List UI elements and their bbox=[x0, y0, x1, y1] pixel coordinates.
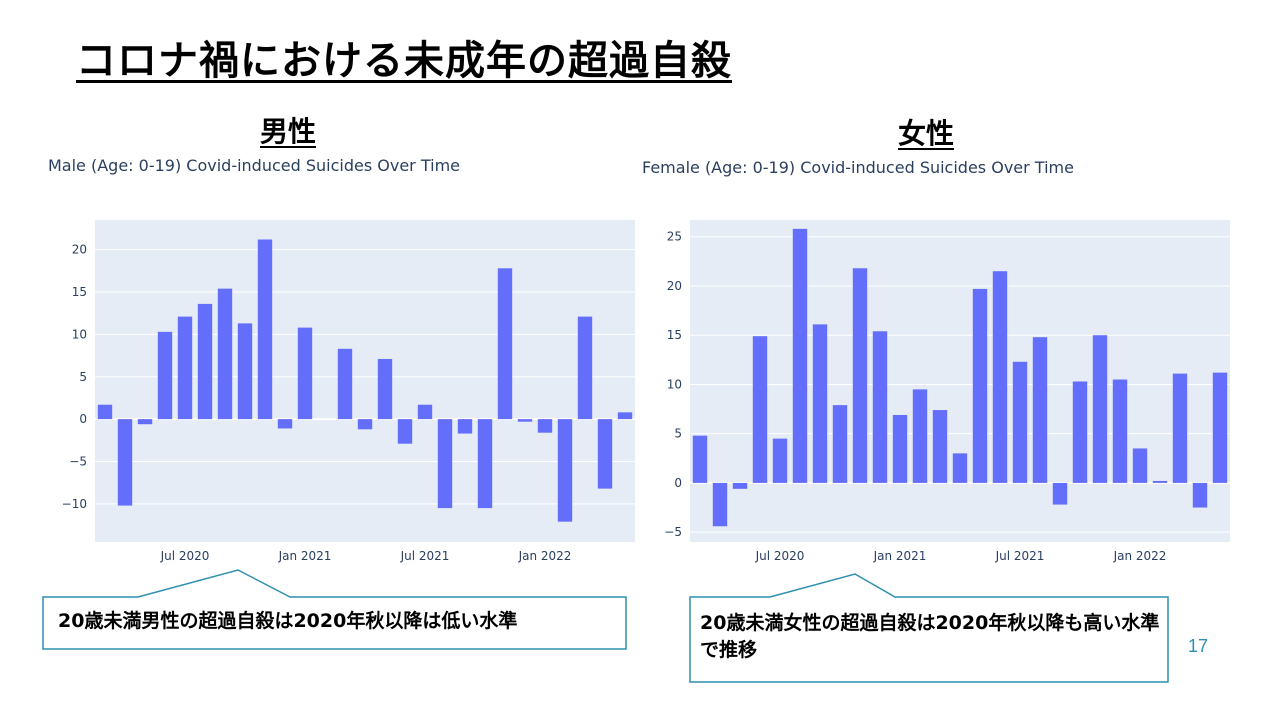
female-bar bbox=[1052, 482, 1068, 505]
male-y-tick-label: 20 bbox=[72, 243, 87, 257]
female-bar bbox=[892, 414, 908, 483]
female-bar bbox=[1012, 361, 1028, 483]
female-y-tick-label: 15 bbox=[667, 328, 682, 342]
female-bar bbox=[992, 271, 1008, 483]
female-bar bbox=[1072, 381, 1088, 483]
female-bar bbox=[1092, 335, 1108, 483]
female-heading: 女性 bbox=[898, 117, 955, 150]
male-chart-title: Male (Age: 0-19) Covid-induced Suicides … bbox=[48, 156, 460, 175]
female-bar bbox=[772, 438, 788, 483]
male-bar bbox=[277, 419, 293, 429]
male-bar bbox=[477, 419, 493, 509]
male-bar bbox=[177, 316, 193, 420]
female-bar bbox=[1152, 480, 1168, 483]
male-bar bbox=[617, 412, 633, 420]
male-y-tick-label: −10 bbox=[62, 497, 87, 511]
male-y-tick-label: 15 bbox=[72, 285, 87, 299]
female-bar bbox=[872, 331, 888, 483]
female-callout: 20歳未満女性の超過自殺は2020年秋以降も高い水準で推移 bbox=[700, 612, 1160, 661]
male-bar bbox=[197, 303, 213, 420]
female-x-tick-label: Jan 2022 bbox=[1113, 549, 1167, 563]
female-bar bbox=[852, 268, 868, 483]
female-bar bbox=[1032, 337, 1048, 483]
male-bar bbox=[377, 358, 393, 420]
female-bar bbox=[912, 389, 928, 483]
male-bar bbox=[157, 331, 173, 420]
female-bar bbox=[1112, 379, 1128, 483]
female-bar bbox=[1132, 448, 1148, 483]
female-callout-frame bbox=[689, 573, 1169, 683]
female-bar bbox=[752, 336, 768, 483]
male-y-tick-label: 0 bbox=[79, 412, 87, 426]
male-bar bbox=[237, 323, 253, 420]
female-bar bbox=[712, 482, 728, 527]
male-bar bbox=[137, 419, 153, 425]
female-bar bbox=[692, 435, 708, 483]
male-bar bbox=[217, 288, 233, 420]
female-x-tick-label: Jul 2020 bbox=[755, 549, 805, 563]
male-x-tick-label: Jan 2022 bbox=[518, 549, 572, 563]
male-bar bbox=[537, 419, 553, 433]
male-bar bbox=[437, 419, 453, 509]
male-heading: 男性 bbox=[260, 115, 317, 148]
male-bar bbox=[557, 419, 573, 522]
male-y-tick-label: −5 bbox=[69, 455, 87, 469]
male-callout: 20歳未満男性の超過自殺は2020年秋以降は低い水準 bbox=[58, 610, 518, 632]
male-x-tick-label: Jul 2020 bbox=[160, 549, 210, 563]
male-bar bbox=[597, 419, 613, 489]
male-callout-frame bbox=[42, 569, 627, 650]
female-x-tick-label: Jul 2021 bbox=[995, 549, 1045, 563]
male-bar-chart: 20 15 10 5 0 −5 −10 Jul 2020 Jan 2021 Jul 2021 Jan… bbox=[62, 220, 635, 563]
male-bar bbox=[257, 239, 273, 420]
male-bar bbox=[297, 327, 313, 420]
female-y-tick-label: 20 bbox=[667, 279, 682, 293]
female-plot-area bbox=[690, 220, 1230, 542]
male-bar bbox=[117, 419, 133, 506]
female-y-tick-label: −5 bbox=[664, 525, 682, 539]
male-bar bbox=[457, 419, 473, 434]
male-bar bbox=[397, 419, 413, 444]
female-chart-title: Female (Age: 0-19) Covid-induced Suicide… bbox=[642, 158, 1074, 177]
female-bar bbox=[1192, 482, 1208, 508]
male-y-tick-label: 10 bbox=[72, 327, 87, 341]
male-bar bbox=[517, 419, 533, 422]
female-bar bbox=[1212, 372, 1228, 483]
female-bar-chart: 25 20 15 10 5 0 −5 Jul 2020 Jan 2021 Jul 2021 Jan … bbox=[664, 220, 1230, 563]
female-y-tick-label: 0 bbox=[674, 476, 682, 490]
slide-title: コロナ禍における未成年の超過自殺 bbox=[76, 38, 732, 84]
male-bar bbox=[497, 268, 513, 420]
female-x-tick-label: Jan 2021 bbox=[873, 549, 927, 563]
male-x-tick-label: Jan 2021 bbox=[278, 549, 332, 563]
female-bar bbox=[952, 453, 968, 483]
female-y-tick-label: 10 bbox=[667, 377, 682, 391]
male-bar bbox=[577, 316, 593, 420]
female-bar bbox=[972, 288, 988, 483]
female-y-tick-label: 25 bbox=[667, 230, 682, 244]
male-bar bbox=[357, 419, 373, 430]
female-bar bbox=[832, 405, 848, 483]
female-bar bbox=[732, 482, 748, 489]
male-x-tick-label: Jul 2021 bbox=[400, 549, 450, 563]
male-bar bbox=[417, 404, 433, 420]
male-bar bbox=[337, 348, 353, 420]
female-bar bbox=[812, 324, 828, 483]
male-y-tick-label: 5 bbox=[79, 370, 87, 384]
female-bar bbox=[1172, 373, 1188, 483]
female-bar bbox=[932, 410, 948, 483]
female-y-tick-label: 5 bbox=[674, 427, 682, 441]
page-number: 17 bbox=[1188, 636, 1209, 656]
male-bar bbox=[97, 404, 113, 420]
female-bar bbox=[792, 228, 808, 483]
